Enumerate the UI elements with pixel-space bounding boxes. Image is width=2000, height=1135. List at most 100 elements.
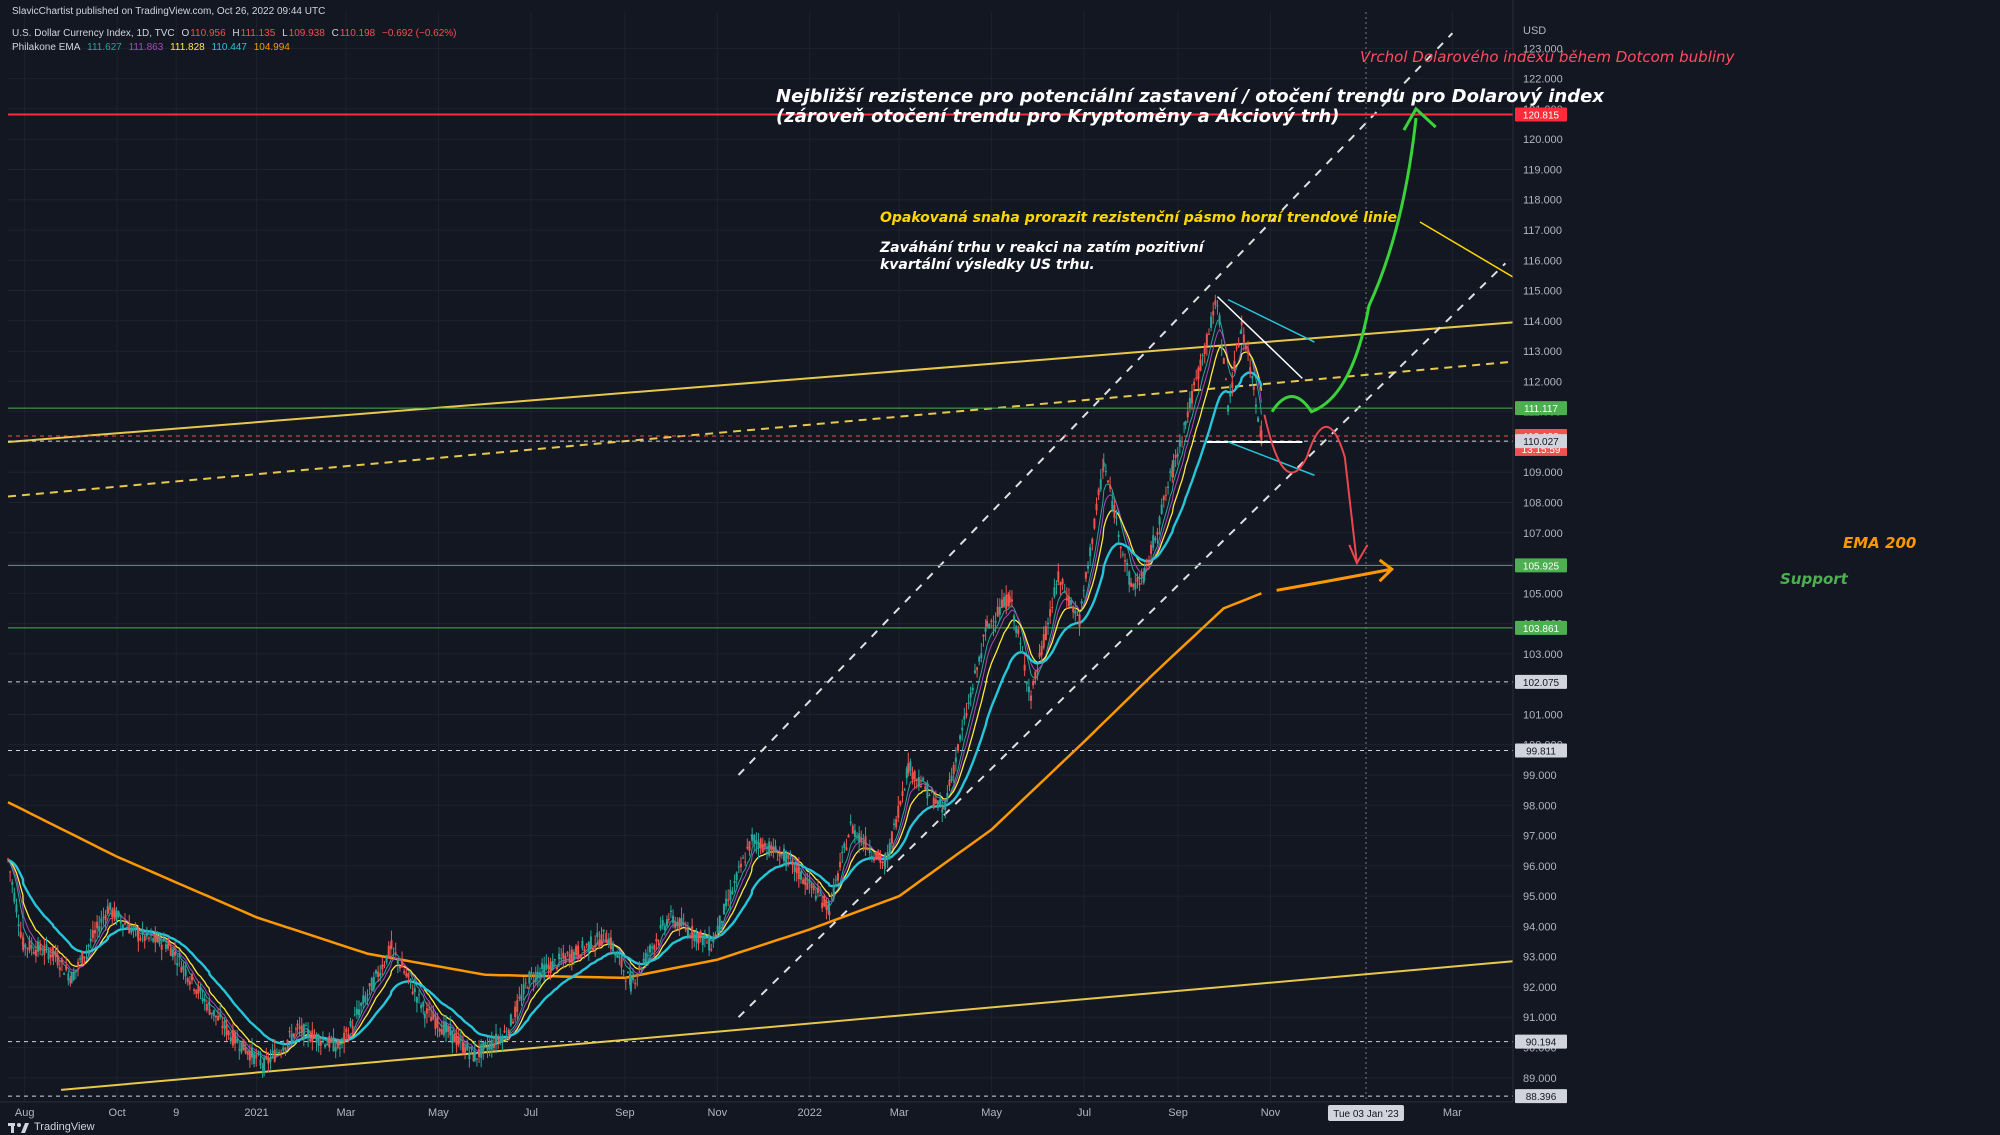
candle-body: [538, 972, 541, 979]
candle-body: [147, 937, 150, 939]
candle-body: [1047, 622, 1050, 625]
price-tick-label: 93.000: [1523, 952, 1557, 964]
candle-body: [545, 963, 548, 968]
candle-body: [1216, 305, 1219, 307]
price-axis-panel: [1513, 0, 2000, 1135]
candle-body: [1188, 397, 1191, 408]
candle-body: [54, 950, 57, 958]
candle-body: [150, 933, 153, 936]
candle-body: [24, 944, 27, 948]
candle-body: [1180, 441, 1183, 443]
candle-body: [1117, 534, 1120, 537]
candle-body: [651, 946, 654, 949]
candle-body: [988, 623, 991, 628]
time-tick-label: Nov: [708, 1107, 728, 1119]
candle-body: [830, 893, 833, 895]
candle-body: [1036, 669, 1039, 673]
candle-body: [223, 1021, 226, 1029]
price-tick-label: 105.000: [1523, 588, 1563, 600]
candle-body: [1260, 430, 1263, 444]
candle-body: [1057, 571, 1060, 582]
candle-body: [428, 1009, 431, 1011]
candle-body: [530, 972, 533, 975]
candle-body: [528, 971, 531, 984]
price-tick-label: 114.000: [1523, 316, 1562, 328]
candle-body: [214, 1015, 217, 1018]
candle-body: [873, 857, 876, 861]
candle-body: [60, 959, 63, 963]
candle-body: [572, 951, 575, 959]
candle-body: [731, 891, 734, 895]
candle-body: [1065, 597, 1068, 601]
candle-body: [162, 937, 165, 942]
candle-body: [541, 963, 544, 970]
candle-body: [697, 933, 700, 944]
candle-body: [425, 1008, 428, 1014]
candle-body: [1158, 517, 1161, 525]
candle-body: [1111, 500, 1114, 510]
candle-body: [1025, 681, 1028, 684]
candle-body: [1005, 594, 1008, 609]
candle-body: [67, 973, 70, 981]
candle-body: [667, 918, 670, 920]
candle-body: [47, 951, 50, 960]
candle-body: [994, 620, 997, 623]
candle-body: [1115, 517, 1118, 519]
footer[interactable]: TradingView: [8, 1121, 95, 1133]
candle-body: [866, 848, 869, 850]
candle-body: [659, 925, 662, 929]
candle-body: [810, 883, 813, 888]
candle-body: [176, 963, 179, 966]
candle-body: [83, 956, 86, 959]
candle-body: [472, 1053, 475, 1062]
time-tick-label: Jul: [524, 1107, 538, 1119]
candle-body: [1244, 346, 1247, 350]
candle-body: [864, 836, 867, 850]
bullish-projection: [1270, 117, 1418, 414]
chart-grid: [8, 12, 1513, 1102]
candle-body: [768, 841, 771, 856]
candle-body: [512, 1021, 515, 1024]
candle-body: [568, 954, 571, 963]
candle-body: [890, 831, 893, 844]
channel-lower: [737, 262, 1507, 1018]
candle-body: [501, 1035, 504, 1044]
candle-body: [1143, 567, 1146, 576]
candle-body: [422, 1002, 425, 1007]
countdown-label: 13:15:59: [1522, 445, 1561, 456]
candle-body: [642, 958, 645, 962]
candle-body: [1205, 334, 1208, 346]
candle-body: [1072, 606, 1075, 613]
candle-body: [41, 954, 44, 956]
candle-body: [614, 952, 617, 956]
candle-body: [261, 1066, 264, 1069]
candle-body: [43, 946, 46, 955]
price-level-box: [1515, 401, 1567, 416]
candle-body: [497, 1038, 500, 1041]
candle-body: [727, 899, 730, 901]
ohlc-open: 110.956: [190, 28, 226, 39]
candle-body: [791, 859, 794, 865]
candle-body: [205, 1003, 208, 1011]
candle-body: [1154, 537, 1157, 541]
candle-body: [362, 995, 365, 1004]
price-level-box: [1515, 434, 1567, 449]
candle-body: [961, 727, 964, 731]
candle-body: [1102, 462, 1105, 467]
candle-body: [442, 1022, 445, 1036]
candle-body: [746, 846, 749, 849]
candle-body: [516, 1000, 519, 1012]
candle-body: [1169, 471, 1172, 473]
price-level-label: 90.194: [1526, 1038, 1557, 1049]
price-level-box: [1515, 1089, 1567, 1104]
candle-body: [203, 998, 206, 1002]
candle-body: [682, 922, 685, 924]
candle-body: [1134, 583, 1137, 590]
candle-body: [328, 1036, 331, 1048]
symbol-legend[interactable]: U.S. Dollar Currency Index, 1D, TVC O110…: [12, 28, 461, 39]
indicator-legend[interactable]: Philakone EMA 111.627 111.863 111.828 11…: [12, 42, 294, 53]
price-tick-label: 117.000: [1523, 225, 1562, 237]
time-tick-label: Mar: [1443, 1107, 1462, 1119]
candle-body: [870, 856, 873, 858]
